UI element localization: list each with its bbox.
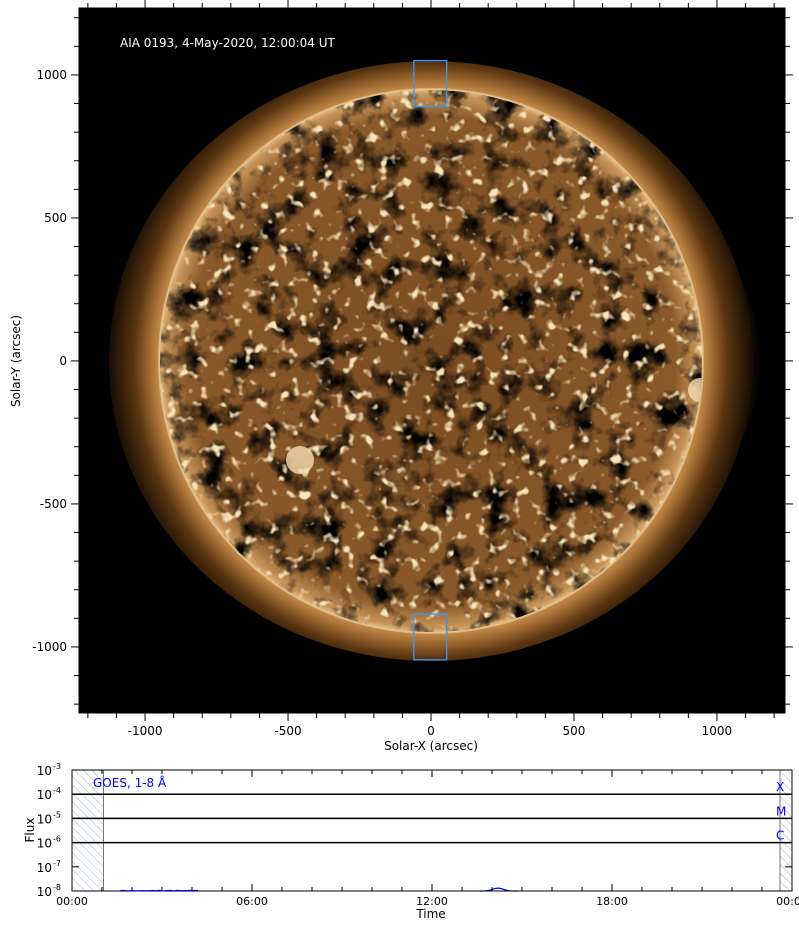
y-tick-label: 500 — [44, 211, 67, 225]
flare-class-label: M — [776, 804, 786, 818]
goes-y-tick-label: 10 — [37, 788, 52, 802]
y-axis-label: Solar-Y (arcsec) — [9, 315, 23, 407]
goes-y-tick-label: 10 — [37, 885, 52, 899]
goes-y-tick-exponent: -7 — [53, 859, 61, 868]
x-axis-label: Solar-X (arcsec) — [384, 739, 478, 753]
goes-y-tick-exponent: -3 — [53, 762, 61, 771]
x-tick-label: 1000 — [702, 724, 733, 738]
x-tick-label: 500 — [563, 724, 586, 738]
goes-y-tick-exponent: -6 — [53, 835, 61, 844]
goes-y-tick-label: 10 — [37, 764, 52, 778]
goes-x-tick-label: 00:00 — [56, 895, 88, 908]
goes-x-axis-label: Time — [415, 907, 445, 921]
goes-x-tick-label: 06:00 — [236, 895, 268, 908]
goes-label: GOES, 1-8 Å — [93, 775, 167, 790]
goes-x-tick-label: 00:00 — [776, 895, 799, 908]
bright-points — [159, 89, 703, 633]
x-tick-label: -500 — [274, 724, 301, 738]
goes-y-tick-label: 10 — [37, 861, 52, 875]
goes-y-tick-exponent: -5 — [53, 810, 61, 819]
goes-y-tick-exponent: -4 — [53, 786, 61, 795]
x-tick-label: -1000 — [128, 724, 163, 738]
active-region — [286, 446, 314, 474]
y-tick-label: 1000 — [36, 68, 67, 82]
aia-image: AIA 0193, 4-May-2020, 12:00:04 UT — [79, 8, 785, 713]
y-tick-label: 0 — [59, 354, 67, 368]
flare-class-label: X — [776, 780, 784, 794]
y-tick-label: -1000 — [32, 640, 67, 654]
y-tick-label: -500 — [40, 497, 67, 511]
flare-class-label: C — [776, 829, 784, 843]
goes-y-axis-label: Flux — [23, 818, 37, 843]
goes-background — [72, 770, 792, 891]
goes-y-tick-label: 10 — [37, 812, 52, 826]
goes-panel: XMC 00:0006:0012:0018:0000:0010-310-410-… — [23, 762, 799, 921]
goes-y-tick-exponent: -8 — [53, 883, 61, 892]
goes-x-tick-label: 18:00 — [596, 895, 628, 908]
image-title: AIA 0193, 4-May-2020, 12:00:04 UT — [120, 36, 335, 50]
goes-y-tick-label: 10 — [37, 837, 52, 851]
x-tick-label: 0 — [427, 724, 435, 738]
